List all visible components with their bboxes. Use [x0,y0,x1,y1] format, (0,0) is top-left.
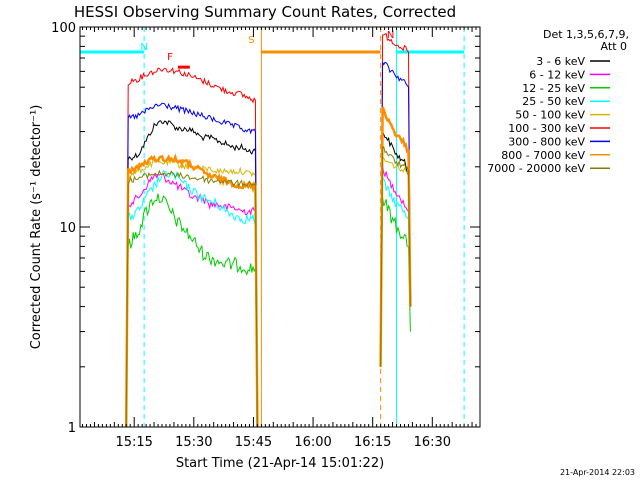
series-layer [124,33,412,428]
annotation-label: N [140,42,147,53]
series-line [380,197,411,367]
series-line [380,178,411,367]
chart-title: HESSI Observing Summary Count Rates, Cor… [74,3,456,21]
series-line [380,131,411,367]
series-line [125,120,258,428]
x-tick-label: 16:15 [354,435,391,450]
series-line [380,155,411,367]
x-tick-label: 16:30 [414,435,451,450]
annotation-label: F [167,52,173,63]
legend-header-line1: Det 1,3,5,6,7,9, [543,28,629,41]
series-line [125,169,258,428]
legend-label: 800 - 7000 keV [501,149,585,162]
y-tick-label: 100 [51,21,76,36]
x-tick-label: 16:00 [294,435,331,450]
annotation-layer: N F S N [140,30,394,63]
y-axis-label: Corrected Count Rate (s⁻¹ detector⁻¹) [29,105,44,350]
plot-frame [79,26,481,428]
x-tick-label: 15:15 [115,435,152,450]
series-line [380,33,411,332]
x-tick-label: 15:45 [235,435,272,450]
x-axis: 15:15 15:30 15:45 16:00 16:15 16:30 [82,27,481,450]
series-line [379,106,412,367]
series-line [125,67,258,428]
legend-header-line2: Att 0 [601,40,627,53]
annotation-label: S [248,35,254,46]
series-line [125,102,258,428]
series-line [125,193,258,428]
legend-label: 100 - 300 keV [508,122,585,135]
series-line [125,158,258,428]
footer-timestamp: 21-Apr-2014 22:03 [560,468,635,477]
y-tick-label: 1 [68,421,76,436]
y-axis: 1 10 100 [51,21,480,436]
series-line [380,61,411,332]
legend-label: 7000 - 20000 keV [487,162,585,175]
y-tick-label: 10 [59,221,76,236]
legend-label: 6 - 12 keV [529,68,585,81]
legend-label: 3 - 6 keV [536,55,585,68]
series-line [125,172,258,428]
series-line [380,165,411,367]
annotation-label: N [387,30,394,41]
series-line [124,153,259,428]
legend-label: 25 - 50 keV [522,95,585,108]
x-axis-label: Start Time (21-Apr-14 15:01:22) [176,456,384,471]
bar-layer [80,50,465,69]
legend-label: 50 - 100 keV [515,109,585,122]
marker-layer [79,27,465,427]
series-line [125,169,258,428]
x-tick-label: 15:30 [175,435,212,450]
legend-label: 12 - 25 keV [522,82,585,95]
series-line [380,146,411,367]
legend-label: 300 - 800 keV [508,135,585,148]
